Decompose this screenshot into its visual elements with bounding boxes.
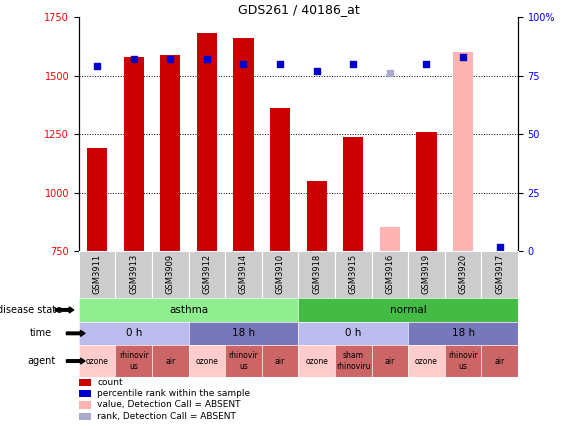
Bar [270,109,290,251]
Text: count: count [97,378,123,387]
Text: percentile rank within the sample: percentile rank within the sample [97,389,251,398]
Text: disease state: disease state [0,305,62,315]
Text: value, Detection Call = ABSENT: value, Detection Call = ABSENT [97,400,241,409]
Bar [124,57,144,251]
Text: agent: agent [27,356,55,366]
Text: GSM3918: GSM3918 [312,253,321,294]
Text: ozone: ozone [86,357,109,366]
Bar [307,181,327,251]
Point [166,56,175,63]
Text: 0 h: 0 h [345,328,361,338]
Point [203,56,212,63]
Text: time: time [30,328,52,338]
Point [458,54,467,60]
Point [276,60,284,67]
Bar [79,412,91,420]
Point [422,60,431,67]
Point [348,60,358,67]
Bar [197,34,217,251]
Text: ozone: ozone [415,357,438,366]
Text: sham
rhinoviru: sham rhinoviru [336,351,370,371]
Text: rhinovir
us: rhinovir us [119,351,149,371]
Text: GSM3917: GSM3917 [495,253,504,294]
Bar [453,52,473,251]
Text: 0 h: 0 h [126,328,142,338]
Point [312,68,321,75]
Text: ozone: ozone [195,357,218,366]
Text: GSM3911: GSM3911 [93,253,101,294]
Bar [417,132,436,251]
Point [495,243,504,250]
Text: GSM3912: GSM3912 [203,253,211,294]
Bar [87,148,107,251]
Text: rhinovir
us: rhinovir us [448,351,478,371]
Title: GDS261 / 40186_at: GDS261 / 40186_at [238,3,359,16]
Bar [234,38,253,251]
Text: rank, Detection Call = ABSENT: rank, Detection Call = ABSENT [97,412,236,420]
Text: ozone: ozone [305,357,328,366]
Text: GSM3920: GSM3920 [459,253,467,294]
Bar [79,390,91,397]
Point [92,63,102,70]
Text: 18 h: 18 h [232,328,255,338]
Bar [380,227,400,251]
Bar [343,136,363,251]
Text: 18 h: 18 h [452,328,475,338]
Text: GSM3914: GSM3914 [239,253,248,294]
Point [129,56,138,63]
Text: GSM3913: GSM3913 [129,253,138,294]
Text: air: air [165,357,176,366]
Point [239,60,248,67]
Bar [79,401,91,409]
Bar [79,379,91,386]
Text: GSM3915: GSM3915 [349,253,358,294]
Text: air: air [494,357,505,366]
Text: normal: normal [390,305,427,315]
Text: GSM3909: GSM3909 [166,253,175,294]
Text: GSM3910: GSM3910 [276,253,284,294]
Text: rhinovir
us: rhinovir us [229,351,258,371]
Point [385,70,394,77]
Text: air: air [385,357,395,366]
Text: air: air [275,357,285,366]
Text: GSM3919: GSM3919 [422,253,431,294]
Text: GSM3916: GSM3916 [386,253,394,294]
Bar [160,55,180,251]
Text: asthma: asthma [169,305,208,315]
